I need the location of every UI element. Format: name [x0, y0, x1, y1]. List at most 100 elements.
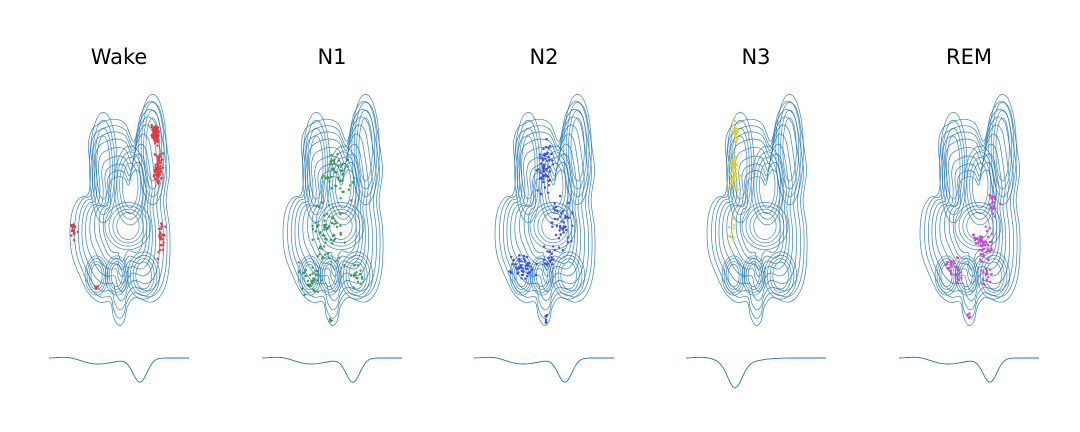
scatter-point [571, 211, 574, 214]
scatter-point [163, 234, 166, 237]
scatter-point [317, 290, 320, 293]
scatter-point [729, 163, 733, 166]
scatter-point [993, 205, 996, 208]
contour-line [358, 117, 373, 182]
scatter-point [334, 260, 337, 263]
contour-line [936, 258, 957, 293]
scatter-point [359, 282, 362, 285]
scatter-point [359, 269, 362, 272]
scatter-point [545, 153, 548, 156]
scatter-point [161, 248, 164, 251]
contour-line [753, 151, 781, 220]
scatter-point [153, 170, 156, 173]
scatter-point [548, 250, 551, 253]
contour-line [96, 135, 111, 200]
scatter-point [966, 313, 969, 317]
scatter-point [323, 245, 326, 248]
contour-line [985, 261, 1002, 290]
scatter-point [517, 271, 520, 274]
contour-line [509, 255, 534, 296]
scatter-point [545, 168, 548, 171]
scatter-point [547, 156, 550, 159]
scatter-point [326, 212, 329, 216]
scatter-point [317, 273, 320, 276]
contour-line [127, 251, 161, 300]
scatter-point [986, 278, 989, 282]
scatter-point [539, 171, 542, 175]
scatter-point [546, 264, 549, 267]
scatter-point [158, 153, 161, 156]
contour-line [531, 258, 552, 293]
panel-title-n1: N1 [317, 45, 346, 69]
scatter-point [520, 260, 523, 263]
scatter-point [303, 271, 306, 274]
scatter-point [514, 266, 518, 269]
contour-line [329, 151, 357, 220]
scatter-point [545, 137, 548, 141]
scatter-point [156, 159, 159, 162]
scatter-point [558, 225, 562, 228]
contour-line [529, 255, 554, 296]
scatter-point [727, 186, 730, 189]
contour-line [990, 101, 1015, 198]
scatter-point [731, 149, 735, 152]
scatter-point [303, 293, 306, 296]
scatter-point [153, 134, 156, 138]
scatter-point [329, 160, 332, 164]
scatter-point [543, 152, 546, 155]
scatter-point [733, 125, 737, 128]
scatter-point [548, 158, 551, 162]
scatter-point [956, 277, 959, 280]
scatter-point [562, 221, 566, 224]
scatter-point [315, 204, 318, 208]
scatter-point [150, 125, 153, 129]
scatter-point [559, 215, 562, 218]
scatter-point [158, 159, 161, 162]
contour-line [769, 258, 792, 293]
scatter-point [159, 232, 162, 236]
scatter-point [314, 230, 317, 233]
contour-line [995, 117, 1010, 182]
scatter-point [731, 130, 734, 133]
scatter-point [309, 284, 312, 287]
scatter-point [156, 164, 160, 167]
scatter-point [984, 251, 987, 254]
contour-line [982, 258, 1005, 293]
scatter-point [339, 224, 342, 227]
scatter-point [72, 239, 76, 242]
scatter-point [324, 177, 327, 180]
scatter-point [355, 276, 358, 280]
scatter-point [990, 272, 993, 276]
scatter-point [317, 205, 321, 208]
scatter-point [960, 276, 963, 280]
scatter-point [535, 169, 538, 172]
scatter-point [158, 248, 162, 252]
scatter-point [524, 267, 527, 270]
scatter-point [991, 201, 994, 204]
scatter-point [349, 274, 353, 277]
scatter-point [347, 188, 350, 191]
panel-n1 [262, 94, 402, 383]
scatter-point [76, 230, 80, 234]
contour-line [759, 162, 776, 209]
scatter-point [323, 214, 326, 217]
scatter-point [341, 163, 344, 166]
scatter-point [332, 159, 336, 163]
scatter-point [323, 219, 326, 222]
scatter-point [548, 170, 552, 173]
scatter-point [297, 261, 300, 264]
scatter-point [155, 136, 158, 140]
scatter-point [737, 122, 740, 125]
scatter-point [987, 276, 990, 279]
scatter-point [551, 225, 554, 228]
scatter-point [991, 195, 994, 199]
scatter-point [154, 125, 157, 128]
scatter-point [356, 264, 360, 267]
contour-line [516, 119, 541, 216]
scatter-point [330, 159, 334, 162]
scatter-point [520, 277, 523, 280]
scatter-point [334, 184, 338, 188]
scatter-point [328, 215, 331, 218]
scatter-point [159, 227, 163, 230]
scatter-point [731, 182, 734, 185]
